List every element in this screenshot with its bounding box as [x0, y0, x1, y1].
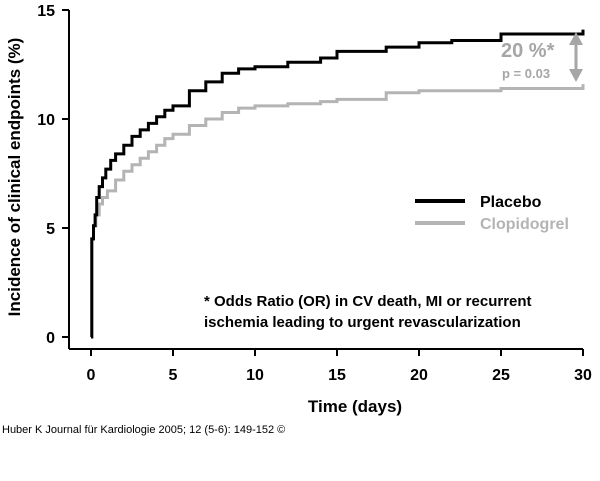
axes: [68, 10, 583, 350]
x-axis-title: Time (days): [308, 397, 402, 416]
x-tick-label: 25: [492, 367, 510, 384]
series-line-placebo: [90, 29, 585, 339]
difference-arrow-head-down: [569, 69, 583, 82]
x-tick-label: 0: [87, 367, 96, 384]
difference-arrow-head-up: [569, 32, 583, 45]
legend-label-placebo: Placebo: [480, 194, 542, 211]
difference-annotation: 20 %* p = 0.03: [501, 32, 583, 82]
legend: Placebo Clopidogrel: [415, 194, 569, 233]
x-tick-label: 15: [328, 367, 346, 384]
x-tick-label: 30: [574, 367, 592, 384]
x-tick-label: 5: [169, 367, 178, 384]
difference-percent-label: 20 %*: [501, 40, 555, 62]
series-line-clopidogrel: [90, 84, 585, 339]
source-credit: Huber K Journal für Kardiologie 2005; 12…: [2, 424, 286, 436]
footnote-line-1: * Odds Ratio (OR) in CV death, MI or rec…: [204, 293, 532, 310]
x-tick-label: 10: [246, 367, 264, 384]
y-tick-label: 0: [46, 330, 55, 347]
x-tick-label: 20: [410, 367, 428, 384]
p-value-label: p = 0.03: [502, 66, 550, 81]
footnote: * Odds Ratio (OR) in CV death, MI or rec…: [204, 293, 532, 331]
legend-label-clopidogrel: Clopidogrel: [480, 216, 569, 233]
y-axis-title: Incidence of clinical endpoints (%): [5, 38, 24, 317]
y-tick-label: 15: [37, 3, 55, 20]
y-tick-label: 10: [37, 112, 55, 129]
y-tick-label: 5: [46, 221, 55, 238]
footnote-line-2: ischemia leading to urgent revasculariza…: [204, 314, 521, 331]
